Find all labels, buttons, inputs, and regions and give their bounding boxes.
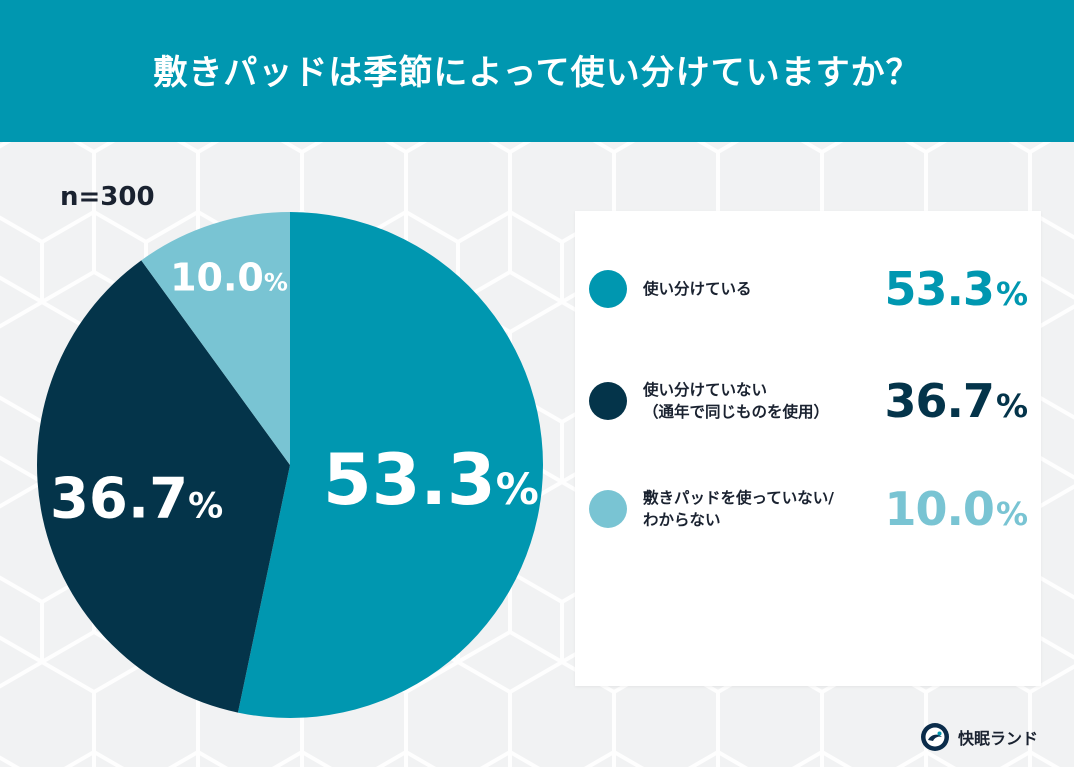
legend-value-2: 36.7% xyxy=(884,374,1028,428)
pie-slice-3 xyxy=(141,212,290,465)
legend-swatch-1 xyxy=(589,270,627,308)
pie-chart: 53.3% 36.7% 10.0% xyxy=(37,212,544,718)
legend-value-3: 10.0% xyxy=(884,482,1028,536)
kaimin-land-logo-icon xyxy=(921,723,949,751)
pie-slice-1 xyxy=(237,212,544,718)
legend-swatch-2 xyxy=(589,382,627,420)
header-banner: 敷きパッドは季節によって使い分けていますか？ xyxy=(0,0,1074,142)
legend-value-1: 53.3% xyxy=(884,262,1028,316)
legend-swatch-3 xyxy=(589,490,627,528)
legend-label-2: 使い分けていない （通年で同じものを使用） xyxy=(643,381,830,421)
legend-label-3: 敷きパッドを使っていない/わからない xyxy=(643,489,834,529)
pie-data-label-2: 36.7% xyxy=(50,466,223,531)
page-title: 敷きパッドは季節によって使い分けていますか？ xyxy=(153,52,921,93)
legend-label-1: 使い分けている xyxy=(643,280,752,298)
sample-size-label: n=300 xyxy=(60,182,155,212)
legend-item-3: 敷きパッドを使っていない/わからない 10.0% xyxy=(575,479,1041,539)
pie-data-label-3: 10.0% xyxy=(170,256,288,300)
pie-data-label-1: 53.3% xyxy=(323,439,539,521)
brand-label: 快眠ランド xyxy=(958,729,1039,748)
legend-item-2: 使い分けていない （通年で同じものを使用） 36.7% xyxy=(575,371,1041,431)
legend-item-1: 使い分けている 53.3% xyxy=(575,259,1041,319)
brand: 快眠ランド xyxy=(920,722,1038,752)
pie-slice-2 xyxy=(37,260,291,713)
legend: 使い分けている 53.3% 使い分けていない （通年で同じものを使用） 36.7% 敷きパ… xyxy=(575,211,1041,686)
